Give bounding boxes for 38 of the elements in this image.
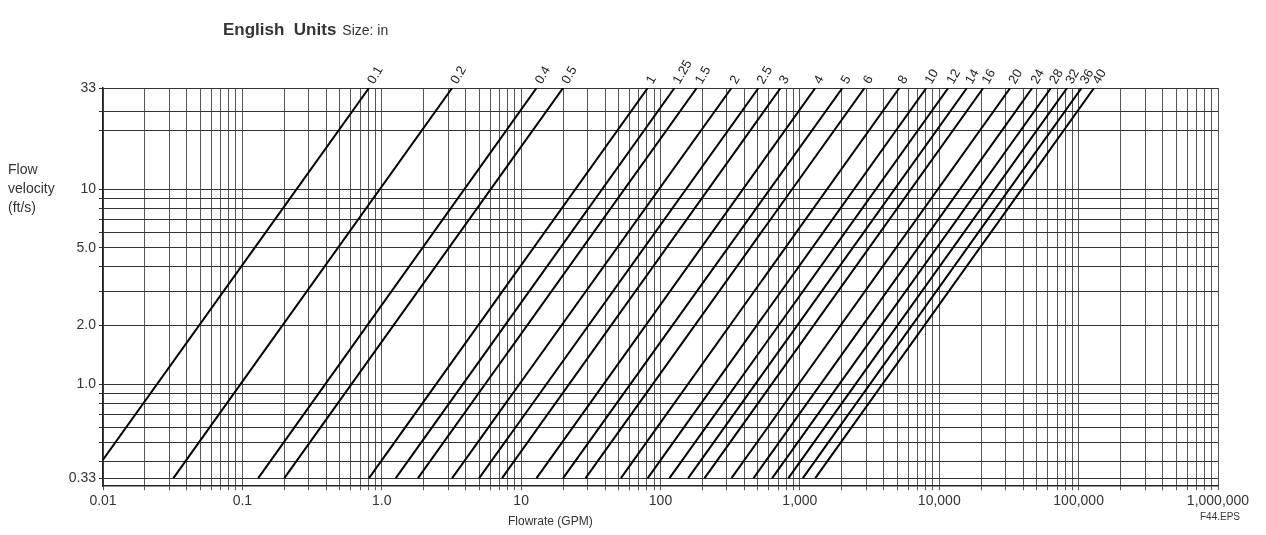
x-tick-label: 100,000 <box>1053 492 1105 509</box>
text: 3 <box>775 72 792 87</box>
text: 0.2 <box>446 63 469 87</box>
x-tick-label: 0.01 <box>89 492 117 509</box>
text: 2 <box>726 72 743 87</box>
text: 10 <box>921 66 942 87</box>
x-tick-label: 100 <box>648 492 673 509</box>
text: 8 <box>894 72 911 87</box>
y-tick-label: 10 <box>80 180 97 196</box>
text: 4 <box>809 72 827 87</box>
text: 1 <box>642 72 660 87</box>
y-axis-title: Flow velocity (ft/s) <box>8 161 55 215</box>
text: 24 <box>1026 66 1048 87</box>
text: 6 <box>859 72 876 87</box>
text: 20 <box>1004 66 1026 87</box>
x-tick-label: 1.0 <box>372 492 392 509</box>
x-tick-label: 10,000 <box>917 492 961 509</box>
text: 28 <box>1045 66 1066 87</box>
text: 0.4 <box>531 63 554 87</box>
x-tick-label: 0.1 <box>232 492 253 509</box>
x-tick-label: 10 <box>513 492 530 509</box>
y-tick-label: 1.0 <box>76 375 97 392</box>
y-tick-label: 0.33 <box>68 468 97 485</box>
y-tick-label: 5.0 <box>76 238 97 255</box>
x-tick-label: 1,000,000 <box>1186 492 1250 509</box>
text: 1.5 <box>691 63 714 87</box>
y-tick-label: 33 <box>80 78 97 95</box>
text: 0.5 <box>557 63 580 87</box>
text: 12 <box>942 66 964 87</box>
text: 0.1 <box>363 63 386 87</box>
y-tick-label: 2.0 <box>76 316 97 333</box>
chart-title: English Units <box>223 20 337 39</box>
text: 2.5 <box>753 63 776 87</box>
legend-title: Size: in <box>342 22 389 38</box>
text: 5 <box>837 72 854 87</box>
x-tick-label: 1,000 <box>782 492 818 509</box>
text: F44.EPS <box>1199 511 1240 522</box>
x-axis-title: Flowrate (GPM) <box>508 514 593 528</box>
